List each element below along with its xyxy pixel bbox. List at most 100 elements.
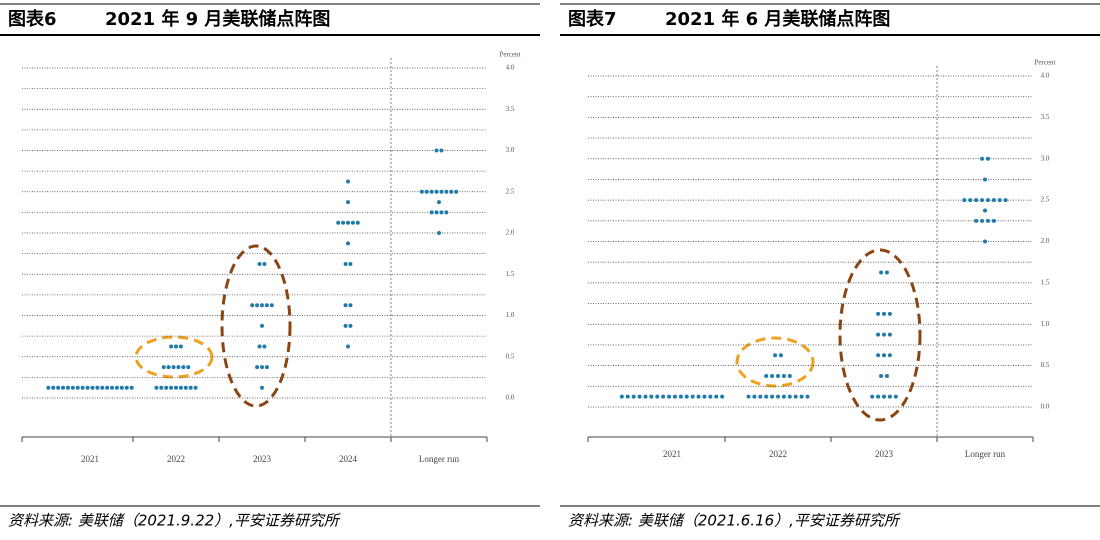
dot bbox=[154, 385, 159, 390]
dot bbox=[876, 332, 881, 337]
dot bbox=[65, 385, 70, 390]
dot bbox=[429, 210, 434, 215]
dot bbox=[105, 385, 110, 390]
y-tick-label: 3.0 bbox=[1041, 154, 1050, 162]
dot bbox=[437, 231, 441, 235]
figure-label: 图表6 bbox=[8, 8, 57, 30]
dot bbox=[419, 189, 424, 194]
dot bbox=[696, 394, 701, 399]
x-tick-label: 2023 bbox=[875, 449, 894, 459]
y-axis-label: Percent bbox=[1035, 59, 1056, 67]
dot bbox=[348, 303, 353, 308]
dot bbox=[90, 385, 95, 390]
dot bbox=[159, 385, 164, 390]
dot bbox=[424, 189, 429, 194]
dot bbox=[178, 344, 183, 349]
dot bbox=[637, 394, 642, 399]
dot bbox=[343, 261, 348, 266]
dot bbox=[980, 218, 985, 223]
dot bbox=[262, 261, 267, 266]
dot bbox=[649, 394, 654, 399]
dot bbox=[879, 373, 884, 378]
dot bbox=[171, 365, 176, 370]
source: 资料来源: 美联储（2021.6.16）,平安证券研究所 bbox=[568, 512, 901, 530]
dot bbox=[876, 394, 881, 399]
dot bbox=[114, 385, 119, 390]
dot bbox=[776, 373, 780, 378]
x-tick-label: Longer run bbox=[965, 449, 1006, 459]
dot bbox=[437, 200, 441, 205]
dot bbox=[343, 303, 348, 308]
dot bbox=[879, 270, 884, 275]
dot bbox=[643, 394, 648, 399]
dot bbox=[355, 220, 360, 225]
dot bbox=[80, 385, 85, 390]
dot bbox=[678, 394, 683, 399]
dot bbox=[631, 394, 636, 399]
figure-label: 图表7 bbox=[568, 8, 617, 30]
y-tick-label: 2.5 bbox=[506, 187, 515, 195]
dot bbox=[787, 373, 792, 378]
dot bbox=[193, 385, 198, 390]
dot bbox=[348, 261, 353, 266]
dot bbox=[974, 198, 979, 203]
dot bbox=[770, 373, 775, 378]
dot bbox=[439, 189, 444, 194]
dot bbox=[181, 365, 186, 370]
dot bbox=[444, 189, 449, 194]
dot bbox=[166, 365, 171, 370]
dot bbox=[887, 311, 892, 316]
dot bbox=[968, 198, 973, 203]
dot bbox=[983, 208, 987, 213]
dot bbox=[876, 353, 881, 358]
dot bbox=[887, 332, 892, 337]
dot bbox=[46, 385, 51, 390]
y-tick-label: 2.5 bbox=[1041, 196, 1050, 204]
dot bbox=[343, 323, 348, 328]
dot bbox=[758, 394, 763, 399]
dot bbox=[61, 385, 66, 390]
dot bbox=[893, 394, 898, 399]
dot bbox=[770, 394, 775, 399]
x-tick-label: 2022 bbox=[167, 454, 185, 464]
dot bbox=[991, 198, 996, 203]
highlight-2023 bbox=[220, 244, 292, 408]
dot bbox=[882, 311, 886, 316]
dot bbox=[1003, 198, 1008, 203]
dot bbox=[183, 385, 188, 390]
dot bbox=[619, 394, 624, 399]
dot bbox=[781, 373, 786, 378]
dot bbox=[100, 385, 105, 390]
dot bbox=[262, 344, 267, 349]
dot bbox=[124, 385, 129, 390]
dot bbox=[439, 210, 444, 215]
dot bbox=[56, 385, 61, 390]
y-tick-label: 0.0 bbox=[1041, 403, 1050, 411]
dot bbox=[169, 385, 174, 390]
y-tick-label: 1.5 bbox=[506, 270, 515, 278]
dot bbox=[985, 198, 990, 203]
y-tick-label: 4.0 bbox=[506, 64, 515, 72]
dot bbox=[720, 394, 725, 399]
dot bbox=[882, 332, 886, 337]
dot bbox=[684, 394, 689, 399]
dot bbox=[985, 218, 990, 223]
dot bbox=[341, 220, 346, 225]
dot bbox=[764, 373, 769, 378]
dot bbox=[773, 353, 778, 358]
dot bbox=[161, 365, 166, 370]
dot bbox=[260, 385, 264, 390]
y-tick-label: 1.0 bbox=[1041, 320, 1050, 328]
y-tick-label: 3.5 bbox=[506, 105, 515, 113]
dot bbox=[870, 394, 875, 399]
dot bbox=[980, 156, 985, 161]
dot bbox=[176, 365, 181, 370]
highlight-2023 bbox=[838, 248, 922, 422]
dot bbox=[690, 394, 695, 399]
dot bbox=[752, 394, 757, 399]
dot bbox=[260, 365, 264, 370]
dot bbox=[776, 394, 780, 399]
x-tick-label: 2024 bbox=[339, 454, 358, 464]
dot bbox=[164, 385, 169, 390]
dot bbox=[257, 344, 262, 349]
